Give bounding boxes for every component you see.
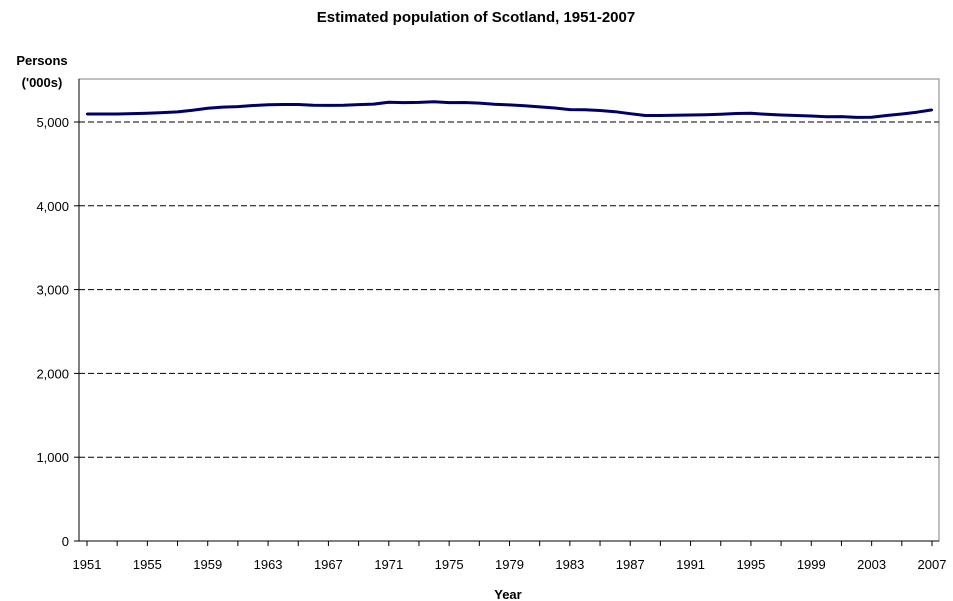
data-point — [900, 112, 903, 116]
gridlines — [79, 121, 939, 458]
data-point — [779, 113, 783, 117]
data-point — [734, 112, 737, 115]
plot-area — [78, 78, 940, 542]
data-point — [810, 114, 813, 118]
axes — [74, 79, 939, 546]
data-point — [266, 103, 270, 107]
y-tick-labels: 0 1,000 2,000 3,000 4,000 5,000 — [36, 115, 69, 549]
y-tick-label: 4,000 — [36, 199, 69, 214]
data-point — [553, 106, 556, 110]
data-point — [764, 113, 768, 116]
data-point — [251, 104, 255, 107]
data-point — [825, 115, 828, 119]
data-point — [478, 101, 481, 105]
x-tick-label: 1975 — [435, 557, 464, 572]
data-point — [297, 103, 300, 106]
data-point — [689, 113, 692, 117]
data-point — [312, 104, 315, 107]
data-point — [568, 108, 572, 111]
series-layer — [85, 100, 934, 119]
data-point — [719, 113, 722, 116]
data-point — [206, 107, 209, 110]
x-tick-label: 1967 — [314, 557, 343, 572]
data-point — [236, 105, 240, 108]
y-tick-label: 5,000 — [36, 115, 69, 130]
data-point — [221, 105, 224, 109]
x-tick-label: 1963 — [254, 557, 283, 572]
data-point — [463, 101, 466, 104]
data-point — [357, 103, 360, 106]
data-point — [282, 103, 285, 106]
data-point — [447, 101, 451, 104]
x-tick-labels: 1951 1955 1959 1963 1967 1971 1975 1979 1983 1987… — [73, 557, 947, 572]
x-tick-label: 1971 — [374, 557, 403, 572]
data-point — [432, 100, 436, 104]
data-point — [85, 112, 89, 116]
y-tick-label: 1,000 — [36, 450, 69, 465]
data-point — [930, 108, 934, 112]
data-point — [795, 114, 798, 117]
data-point — [598, 109, 602, 112]
x-tick-label: 1979 — [495, 557, 524, 572]
data-point — [100, 112, 104, 116]
x-tick-label: 1995 — [736, 557, 765, 572]
x-tick-label: 1999 — [797, 557, 826, 572]
data-point — [387, 101, 390, 104]
data-point — [327, 104, 330, 107]
x-tick-label: 2007 — [918, 557, 947, 572]
data-point — [417, 101, 421, 104]
data-point — [116, 112, 119, 116]
data-point — [583, 108, 587, 112]
data-point — [840, 115, 843, 118]
y-axis-title-line2: ('000s) — [22, 75, 63, 90]
x-tick-label: 1955 — [133, 557, 162, 572]
y-axis-title-line1: Persons — [16, 53, 67, 68]
chart-title: Estimated population of Scotland, 1951-2… — [317, 9, 635, 26]
data-point — [885, 114, 888, 117]
x-tick-label: 1991 — [676, 557, 705, 572]
data-point — [176, 110, 179, 114]
x-tick-label: 2003 — [857, 557, 886, 572]
data-point — [342, 104, 345, 107]
x-tick-label: 1959 — [193, 557, 222, 572]
data-point — [161, 111, 164, 114]
data-point — [749, 112, 753, 115]
data-point — [523, 104, 526, 107]
data-point — [372, 102, 375, 106]
x-tick-label: 1983 — [555, 557, 584, 572]
data-point — [629, 112, 632, 115]
data-point — [508, 103, 511, 107]
data-point — [674, 114, 677, 117]
data-point — [146, 112, 149, 115]
data-point — [704, 113, 707, 117]
data-point — [644, 114, 647, 117]
y-tick-label: 3,000 — [36, 283, 69, 298]
data-point — [870, 116, 873, 119]
data-point — [538, 105, 541, 109]
x-axis-title: Year — [494, 587, 521, 601]
data-point — [659, 114, 662, 117]
data-point — [915, 111, 919, 114]
data-point — [493, 103, 496, 106]
x-tick-label: 1951 — [73, 557, 102, 572]
data-point — [402, 101, 406, 104]
x-tick-label: 1987 — [616, 557, 645, 572]
data-point — [855, 116, 858, 119]
y-tick-label: 0 — [62, 534, 69, 549]
data-point — [613, 110, 617, 113]
data-point — [191, 109, 194, 112]
y-tick-label: 2,000 — [36, 366, 69, 381]
data-point — [131, 112, 134, 115]
